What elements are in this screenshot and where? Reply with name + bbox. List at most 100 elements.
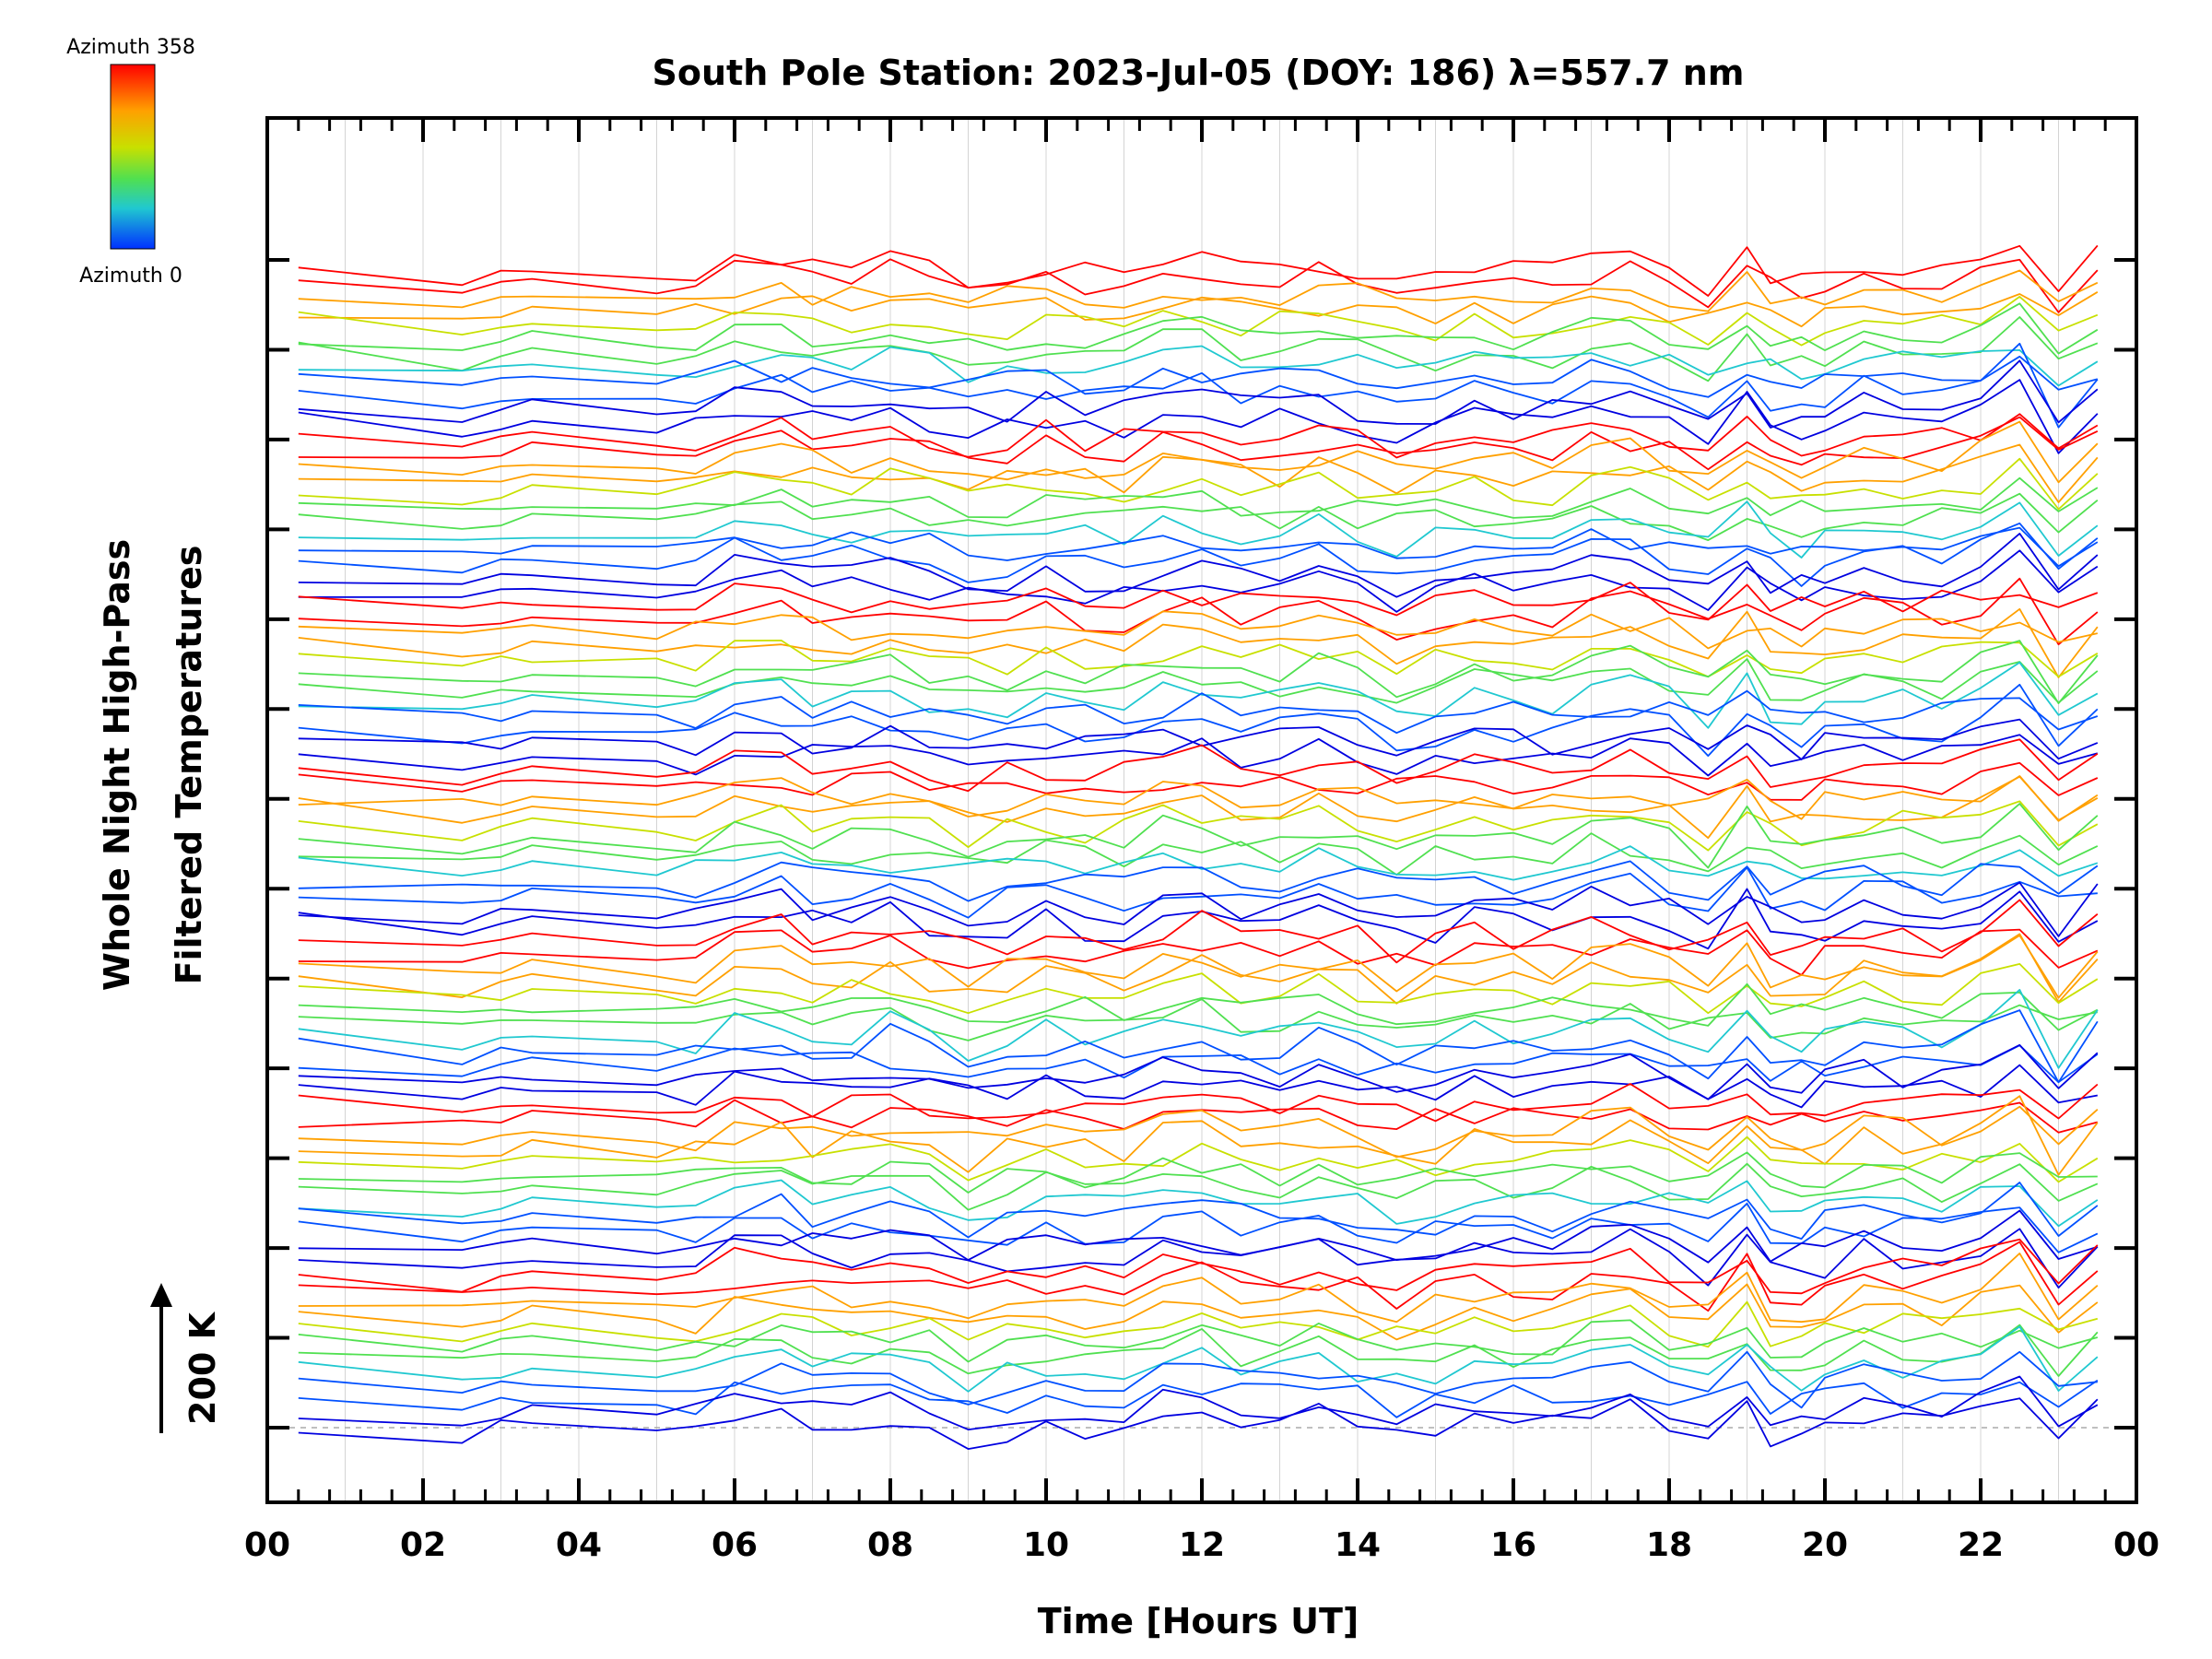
azimuth-series-line — [298, 355, 2099, 398]
azimuth-series-line — [298, 1151, 2098, 1194]
x-tick-label: 18 — [1646, 1526, 1692, 1564]
azimuth-series-line — [298, 582, 2099, 621]
azimuth-series-line — [298, 607, 2099, 678]
x-tick-label: 02 — [400, 1526, 446, 1564]
azimuth-series-line — [298, 800, 2099, 852]
azimuth-series-line — [298, 866, 2098, 919]
scale-label: 200 K — [182, 1311, 223, 1425]
azimuth-series-line — [298, 933, 2099, 1005]
azimuth-series-line — [298, 1325, 2099, 1393]
azimuth-series-line — [298, 1044, 2099, 1084]
azimuth-series-line — [298, 888, 2099, 950]
azimuth-series-line — [298, 522, 2099, 587]
azimuth-series-line — [298, 413, 2099, 459]
azimuth-series-line — [298, 832, 2099, 876]
azimuth-series-line — [298, 1319, 2099, 1363]
azimuth-series-line — [298, 989, 2099, 1069]
azimuth-series-line — [298, 379, 2099, 454]
azimuth-series-line — [298, 1397, 2099, 1450]
azimuth-series-line — [298, 860, 2099, 902]
azimuth-series-line — [298, 492, 2099, 541]
azimuth-series-line — [298, 640, 2099, 704]
grid-layer — [267, 118, 2136, 1502]
azimuth-series-line — [298, 998, 2098, 1041]
x-tick-label: 00 — [244, 1526, 290, 1564]
azimuth-series-line — [298, 775, 2099, 822]
azimuth-series-line — [298, 1083, 2099, 1123]
azimuth-series-line — [298, 420, 2099, 484]
x-tick-label: 16 — [1490, 1526, 1536, 1564]
azimuth-series-line — [298, 640, 2099, 678]
azimuth-series-line — [298, 1379, 2099, 1418]
azimuth-series-line — [298, 1182, 2099, 1240]
azimuth-series-line — [298, 296, 2099, 347]
azimuth-series-line — [298, 658, 2099, 704]
y-axis-label-line1: Whole Night High-Pass — [97, 539, 137, 991]
azimuth-series-line — [298, 1324, 2099, 1377]
azimuth-series-line — [298, 683, 2099, 757]
legend-colorbar — [110, 64, 156, 250]
azimuth-series-line — [298, 1228, 2099, 1288]
azimuth-series-line — [298, 291, 2099, 328]
azimuth-series-line — [298, 269, 2099, 312]
x-tick-label: 22 — [1958, 1526, 2004, 1564]
azimuth-series-line — [298, 1283, 2099, 1341]
azimuth-series-line — [298, 549, 2099, 613]
azimuth-legend: Azimuth 358 Azimuth 0 — [66, 36, 195, 288]
azimuth-series-line — [298, 718, 2099, 760]
azimuth-series-line — [298, 661, 2099, 729]
azimuth-series-line — [298, 342, 2099, 429]
x-tick-label: 08 — [867, 1526, 913, 1564]
azimuth-series-line — [298, 935, 2099, 999]
azimuth-series-line — [298, 359, 2099, 429]
azimuth-series-line — [298, 416, 2099, 471]
legend-max-label: Azimuth 358 — [66, 36, 195, 59]
azimuth-series-line — [298, 533, 2099, 598]
azimuth-series-line — [298, 244, 2099, 297]
azimuth-series-line — [298, 443, 2099, 503]
azimuth-series-line — [298, 734, 2099, 777]
azimuth-series-line — [298, 1241, 2099, 1312]
azimuth-series-line — [298, 1099, 2099, 1134]
x-tick-label: 12 — [1179, 1526, 1225, 1564]
azimuth-series-line — [298, 881, 2099, 937]
azimuth-series-line — [298, 689, 2099, 735]
x-tick-label: 20 — [1802, 1526, 1848, 1564]
azimuth-series-line — [298, 1009, 2099, 1084]
azimuth-series-line — [298, 845, 2099, 881]
azimuth-series-line — [298, 1064, 2098, 1109]
x-tick-label: 14 — [1335, 1526, 1381, 1564]
tick-label-layer: 00 02 04 06 08 10 12 14 16 18 20 22 00 — [244, 1526, 2159, 1564]
azimuth-series-line — [298, 457, 2099, 511]
axis-layer — [265, 116, 2138, 1504]
azimuth-series-line — [298, 1300, 2099, 1348]
azimuth-series-line — [298, 738, 2099, 793]
x-tick-label: 06 — [712, 1526, 758, 1564]
azimuth-series-line — [298, 258, 2099, 313]
series-layer — [298, 244, 2099, 1450]
azimuth-series-line — [298, 1238, 2099, 1295]
azimuth-series-line — [298, 1202, 2099, 1253]
azimuth-series-line — [298, 1375, 2099, 1430]
azimuth-series-line — [298, 577, 2099, 646]
azimuth-series-line — [298, 963, 2099, 1015]
azimuth-series-line — [298, 302, 2099, 355]
scale-indicator: 200 K — [150, 1283, 223, 1433]
azimuth-series-line — [298, 1179, 2099, 1228]
azimuth-series-line — [298, 1253, 2099, 1324]
azimuth-series-line — [298, 775, 2099, 840]
azimuth-series-line — [298, 1043, 2099, 1100]
azimuth-series-line — [298, 1209, 2099, 1264]
azimuth-series-line — [298, 899, 2099, 964]
x-tick-label: 04 — [556, 1526, 602, 1564]
azimuth-series-line — [298, 610, 2098, 650]
azimuth-series-line — [298, 526, 2099, 568]
y-axis-label-line2: Filtered Temperatures — [169, 546, 209, 985]
azimuth-series-line — [298, 477, 2099, 519]
azimuth-series-line — [298, 500, 2099, 559]
x-tick-label: 10 — [1023, 1526, 1069, 1564]
scale-arrow-head — [150, 1283, 172, 1307]
x-axis-label: Time [Hours UT] — [1038, 1601, 1359, 1641]
